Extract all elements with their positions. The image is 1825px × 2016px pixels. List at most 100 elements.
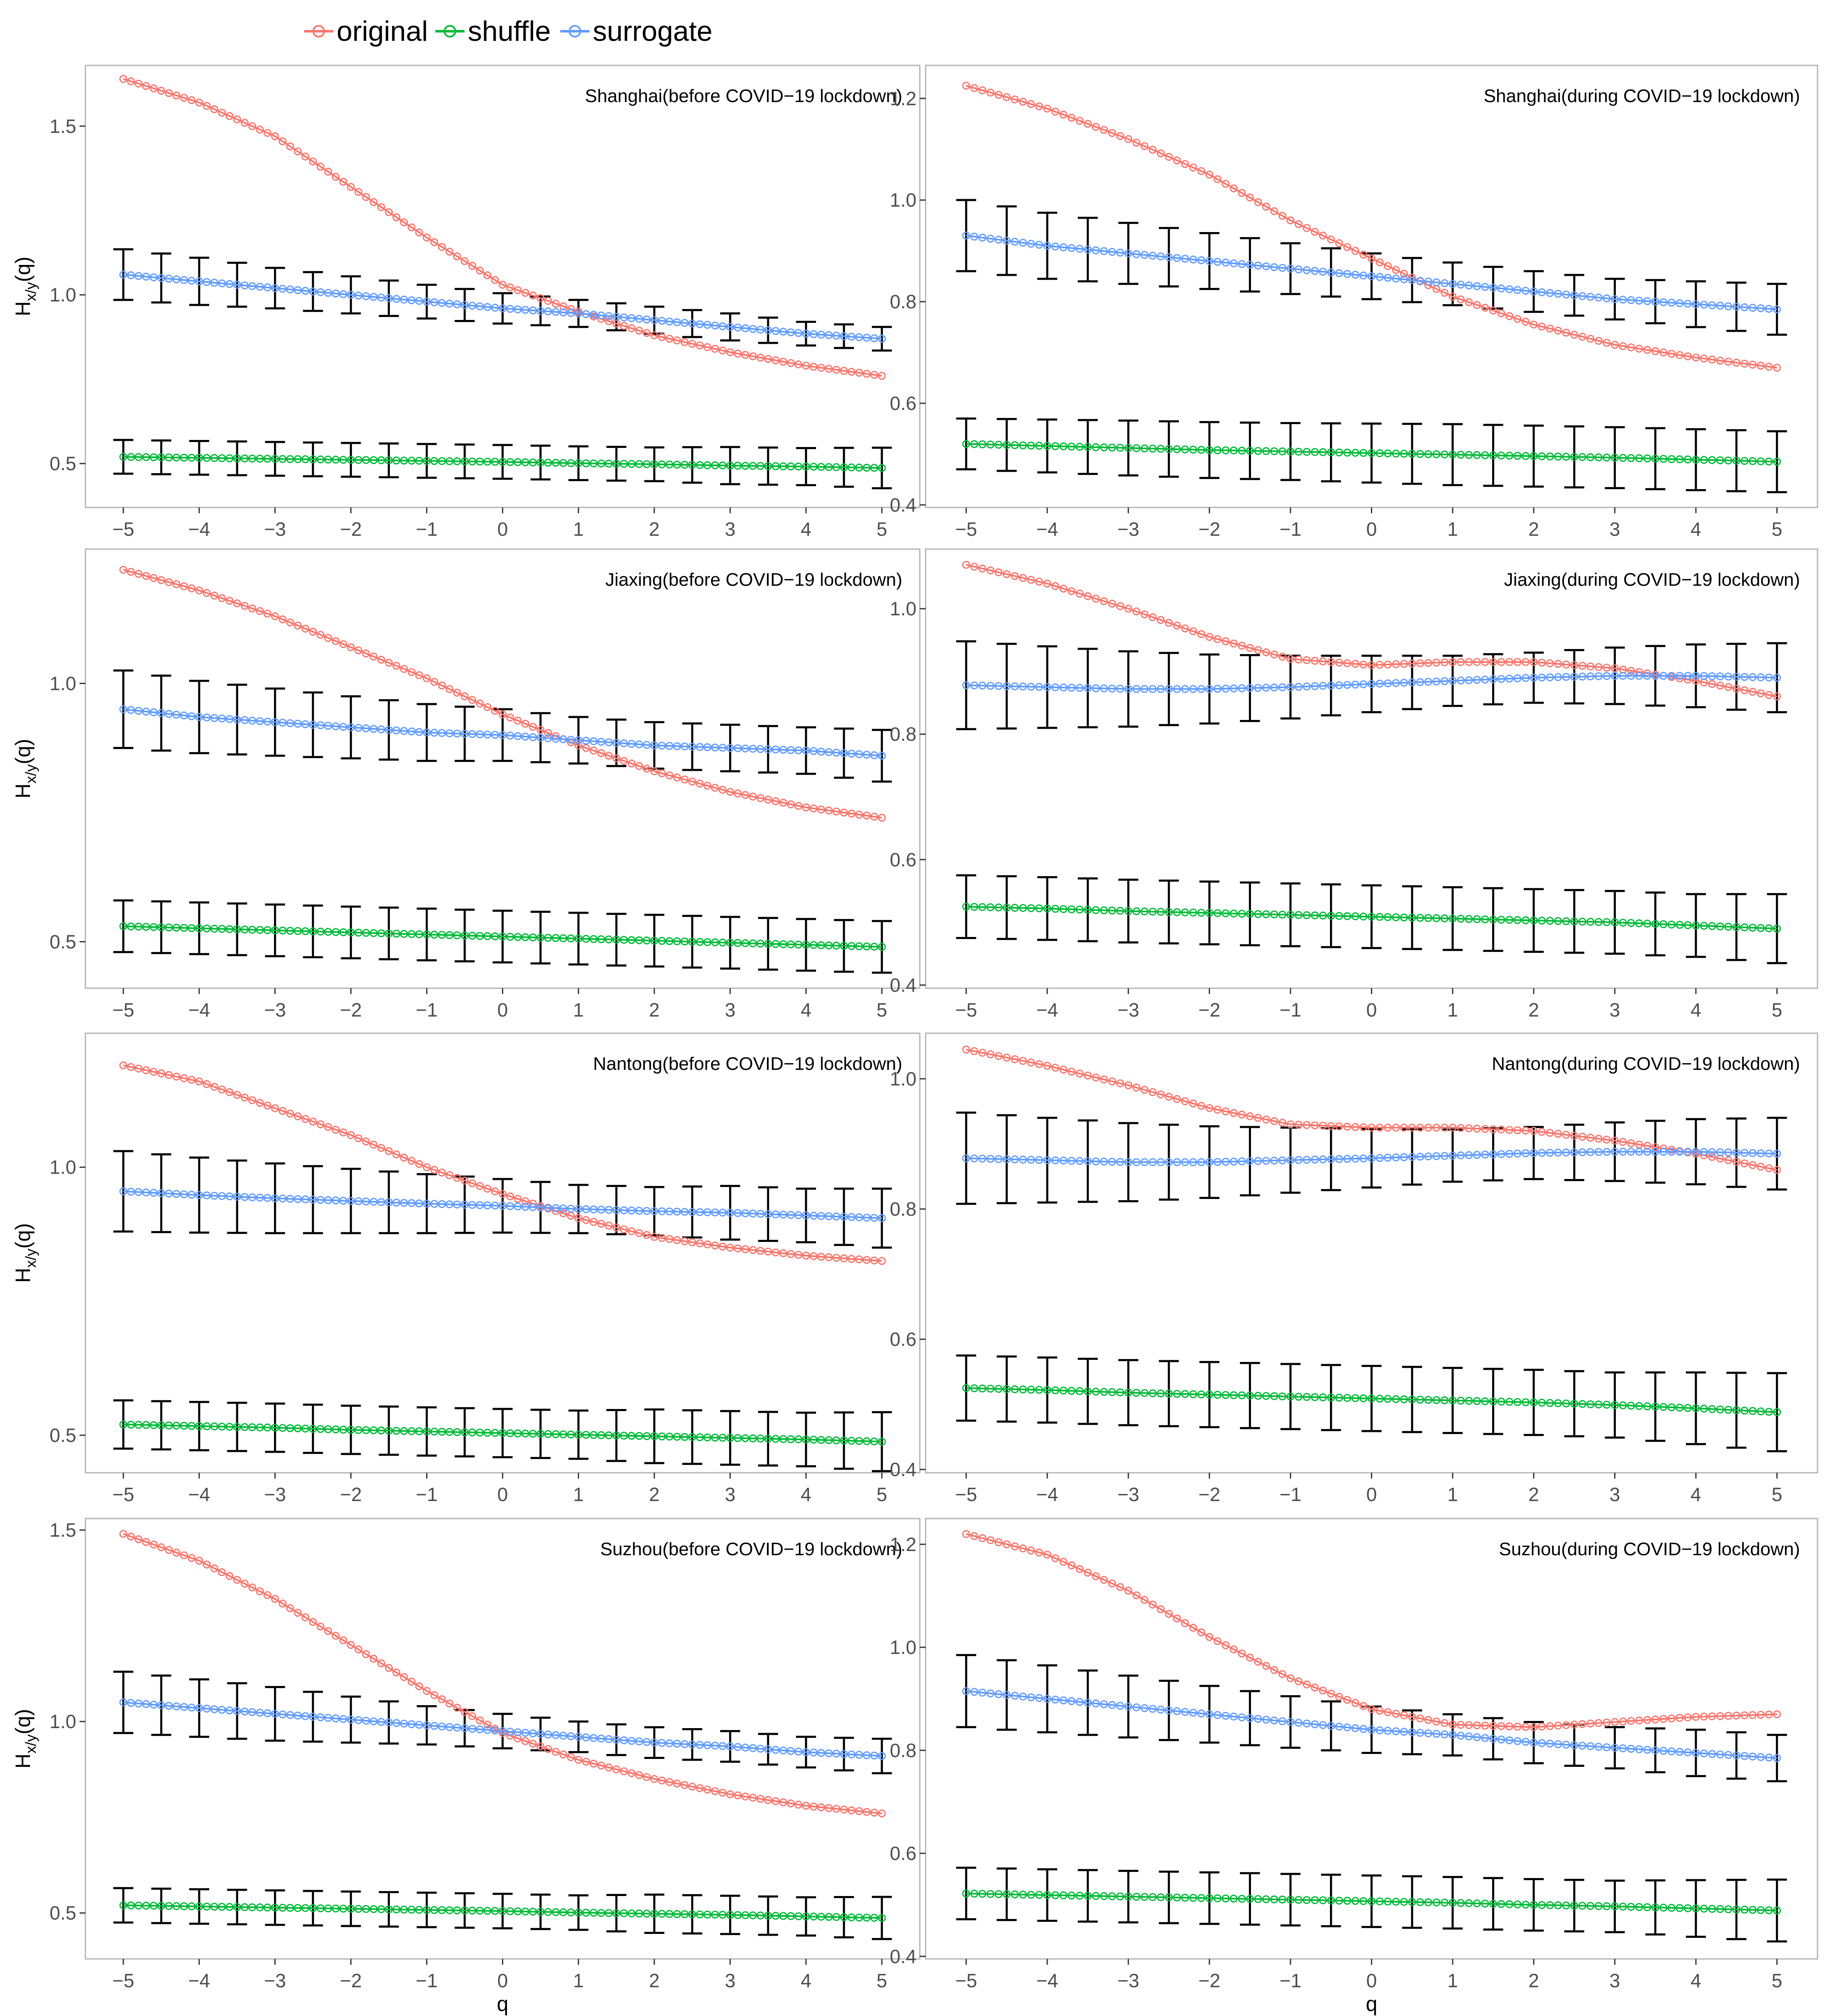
- data-point-shuffle: [1675, 455, 1684, 463]
- data-point-original: [1051, 1064, 1059, 1072]
- data-point-surrogate: [567, 736, 575, 744]
- data-point-original: [392, 662, 401, 670]
- x-tick-label: −4: [1036, 518, 1058, 540]
- data-point-shuffle: [355, 1426, 362, 1434]
- data-point-shuffle: [1400, 913, 1408, 922]
- data-point-surrogate: [1327, 1722, 1335, 1730]
- data-point-shuffle: [514, 1907, 522, 1916]
- data-point-original: [1376, 1706, 1384, 1715]
- data-point-surrogate: [1457, 1731, 1465, 1740]
- data-point-original: [1773, 1710, 1781, 1719]
- data-point-original: [1270, 650, 1278, 659]
- data-point-surrogate: [1092, 1157, 1100, 1166]
- data-point-surrogate: [1262, 1157, 1270, 1165]
- data-point-surrogate: [825, 331, 833, 339]
- data-point-shuffle: [741, 939, 749, 947]
- data-point-original: [1716, 1712, 1724, 1720]
- data-point-shuffle: [438, 1428, 446, 1436]
- data-point-original: [286, 1109, 295, 1118]
- data-point-surrogate: [1675, 1148, 1684, 1156]
- data-point-surrogate: [1416, 277, 1424, 285]
- data-point-original: [1700, 355, 1708, 363]
- data-point-original: [347, 183, 355, 191]
- data-point-original: [521, 1737, 529, 1745]
- data-point-shuffle: [294, 1904, 302, 1912]
- data-point-original: [1124, 605, 1133, 613]
- data-point-shuffle: [559, 1908, 567, 1916]
- data-point-surrogate: [794, 1747, 803, 1756]
- data-point-original: [271, 612, 279, 620]
- data-point-surrogate: [384, 294, 393, 302]
- data-point-shuffle: [461, 457, 469, 465]
- data-point-shuffle: [1319, 448, 1327, 456]
- data-point-surrogate: [1019, 682, 1027, 691]
- data-point-surrogate: [658, 1207, 666, 1215]
- data-point-original: [863, 812, 871, 820]
- data-point-original: [779, 1249, 787, 1257]
- data-point-shuffle: [521, 933, 529, 941]
- data-point-original: [1408, 1713, 1416, 1721]
- data-point-shuffle: [1595, 1902, 1603, 1910]
- data-point-shuffle: [1432, 914, 1441, 922]
- data-point-surrogate: [1748, 1149, 1757, 1157]
- data-point-surrogate: [521, 1729, 529, 1737]
- data-point-surrogate: [1497, 1150, 1505, 1158]
- series-shuffle: [119, 922, 886, 951]
- data-point-surrogate: [240, 716, 249, 724]
- data-point-surrogate: [1530, 1739, 1538, 1747]
- series-surrogate: [962, 672, 1781, 693]
- data-point-surrogate: [506, 305, 514, 313]
- data-point-surrogate: [317, 721, 325, 729]
- data-point-shuffle: [1003, 441, 1011, 449]
- data-point-original: [817, 805, 825, 814]
- series-surrogate: [962, 1687, 1781, 1762]
- data-point-surrogate: [962, 1687, 970, 1695]
- data-point-surrogate: [643, 741, 651, 749]
- data-point-shuffle: [1294, 1896, 1303, 1904]
- data-point-original: [309, 627, 317, 636]
- data-point-original: [1635, 1716, 1643, 1725]
- data-point-surrogate: [673, 1739, 681, 1748]
- data-point-surrogate: [278, 1710, 287, 1719]
- data-point-shuffle: [604, 460, 613, 468]
- data-point-surrogate: [559, 308, 567, 317]
- x-tick-label: 0: [1366, 1970, 1377, 1991]
- data-point-shuffle: [445, 1428, 454, 1436]
- data-point-original: [1238, 642, 1246, 650]
- legend-item-original: original: [304, 15, 428, 47]
- data-point-original: [127, 1532, 135, 1541]
- data-point-original: [1554, 660, 1562, 668]
- data-point-surrogate: [1359, 1154, 1368, 1163]
- data-point-shuffle: [392, 1426, 401, 1435]
- x-tick-label: 5: [876, 999, 887, 1021]
- data-point-surrogate: [1351, 271, 1360, 279]
- data-point-original: [1610, 664, 1619, 672]
- data-point-shuffle: [1441, 914, 1449, 922]
- data-point-original: [1732, 1158, 1740, 1166]
- data-point-shuffle: [1132, 907, 1141, 915]
- data-point-original: [1205, 170, 1213, 179]
- data-point-original: [438, 1695, 446, 1704]
- data-point-surrogate: [537, 1203, 544, 1212]
- data-point-surrogate: [582, 737, 590, 745]
- data-point-surrogate: [794, 746, 803, 754]
- data-point-original: [1084, 120, 1092, 128]
- data-point-original: [324, 167, 332, 176]
- data-point-surrogate: [347, 723, 355, 732]
- data-point-surrogate: [1254, 1715, 1262, 1723]
- data-point-shuffle: [635, 1432, 643, 1440]
- data-point-surrogate: [233, 281, 241, 289]
- data-point-surrogate: [1376, 679, 1384, 688]
- data-point-surrogate: [604, 312, 613, 320]
- data-point-shuffle: [468, 932, 477, 940]
- data-point-surrogate: [210, 279, 219, 287]
- data-point-shuffle: [317, 455, 325, 464]
- data-point-surrogate: [1635, 1148, 1643, 1156]
- data-point-surrogate: [756, 325, 765, 334]
- data-point-shuffle: [756, 1911, 765, 1920]
- data-point-surrogate: [210, 1705, 219, 1714]
- data-point-shuffle: [1278, 1392, 1286, 1401]
- data-point-original: [1286, 1120, 1295, 1129]
- data-point-surrogate: [165, 1189, 173, 1198]
- data-point-shuffle: [1740, 1906, 1749, 1914]
